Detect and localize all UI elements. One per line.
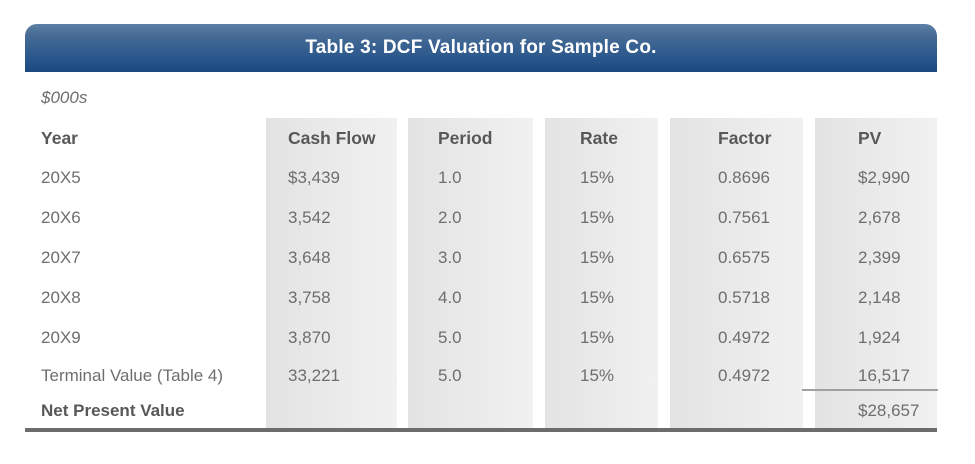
pv-cell: 2,148	[858, 288, 901, 307]
column-header-cash-flow: Cash Flow	[288, 127, 376, 148]
cash-flow-cell: $3,439	[288, 168, 340, 187]
rate-column-band	[545, 118, 658, 428]
table-title: Table 3: DCF Valuation for Sample Co.	[305, 37, 657, 58]
table-bottom-border	[25, 428, 937, 432]
year-cell: 20X9	[41, 328, 81, 347]
table-row: Terminal Value (Table 4) 33,221 5.0 15% …	[25, 358, 937, 394]
dcf-table: Year Cash Flow Period Rate Factor PV 20X…	[25, 118, 937, 428]
factor-cell: 0.4972	[718, 366, 770, 385]
table-body: 20X5 $3,439 1.0 15% 0.8696 $2,990 20X6 3…	[25, 158, 937, 394]
factor-cell: 0.6575	[718, 248, 770, 267]
year-cell: 20X8	[41, 288, 81, 307]
table-row: 20X9 3,870 5.0 15% 0.4972 1,924	[25, 318, 937, 358]
table-row: 20X6 3,542 2.0 15% 0.7561 2,678	[25, 198, 937, 238]
year-cell: 20X5	[41, 168, 81, 187]
table-row: 20X8 3,758 4.0 15% 0.5718 2,148	[25, 278, 937, 318]
period-cell: 5.0	[438, 328, 462, 347]
cash-flow-cell: 3,758	[288, 288, 331, 307]
column-header-year: Year	[41, 127, 78, 148]
column-header-factor: Factor	[718, 127, 772, 148]
cash-flow-cell: 3,870	[288, 328, 331, 347]
pv-cell: 1,924	[858, 328, 901, 347]
rate-cell: 15%	[580, 288, 615, 307]
factor-cell: 0.5718	[718, 288, 770, 307]
total-label: Net Present Value	[41, 401, 185, 420]
year-cell: 20X7	[41, 248, 81, 267]
table-title-bar: Table 3: DCF Valuation for Sample Co.	[25, 24, 937, 72]
pv-cell: 2,678	[858, 208, 901, 227]
cash-flow-cell: 3,648	[288, 248, 331, 267]
year-cell: Terminal Value (Table 4)	[41, 366, 224, 385]
factor-cell: 0.8696	[718, 168, 770, 187]
rate-cell: 15%	[580, 328, 615, 347]
factor-cell: 0.7561	[718, 208, 770, 227]
cash-flow-cell: 3,542	[288, 208, 331, 227]
factor-cell: 0.4972	[718, 328, 770, 347]
period-cell: 3.0	[438, 248, 462, 267]
column-header-rate: Rate	[580, 127, 618, 148]
total-row: Net Present Value $28,657	[25, 394, 937, 428]
pv-column-band	[815, 118, 937, 428]
pv-cell: 16,517	[858, 366, 910, 385]
total-pv-value: $28,657	[858, 401, 920, 420]
period-cell: 4.0	[438, 288, 462, 307]
cash-flow-cell: 33,221	[288, 366, 340, 385]
rate-cell: 15%	[580, 248, 615, 267]
column-header-period: Period	[438, 127, 493, 148]
table-row: 20X7 3,648 3.0 15% 0.6575 2,399	[25, 238, 937, 278]
table-header-row: Year Cash Flow Period Rate Factor PV	[25, 118, 937, 158]
period-cell: 2.0	[438, 208, 462, 227]
units-label: $000s	[41, 88, 88, 107]
year-cell: 20X6	[41, 208, 81, 227]
pv-cell: 2,399	[858, 248, 901, 267]
pv-total-rule	[802, 389, 938, 391]
column-header-pv: PV	[858, 127, 882, 148]
period-column-band	[408, 118, 533, 428]
pv-cell: $2,990	[858, 168, 910, 187]
factor-column-band	[670, 118, 803, 428]
table-row: 20X5 $3,439 1.0 15% 0.8696 $2,990	[25, 158, 937, 198]
period-cell: 5.0	[438, 366, 462, 385]
rate-cell: 15%	[580, 366, 615, 385]
period-cell: 1.0	[438, 168, 462, 187]
cash-flow-column-band	[266, 118, 397, 428]
rate-cell: 15%	[580, 168, 615, 187]
rate-cell: 15%	[580, 208, 615, 227]
